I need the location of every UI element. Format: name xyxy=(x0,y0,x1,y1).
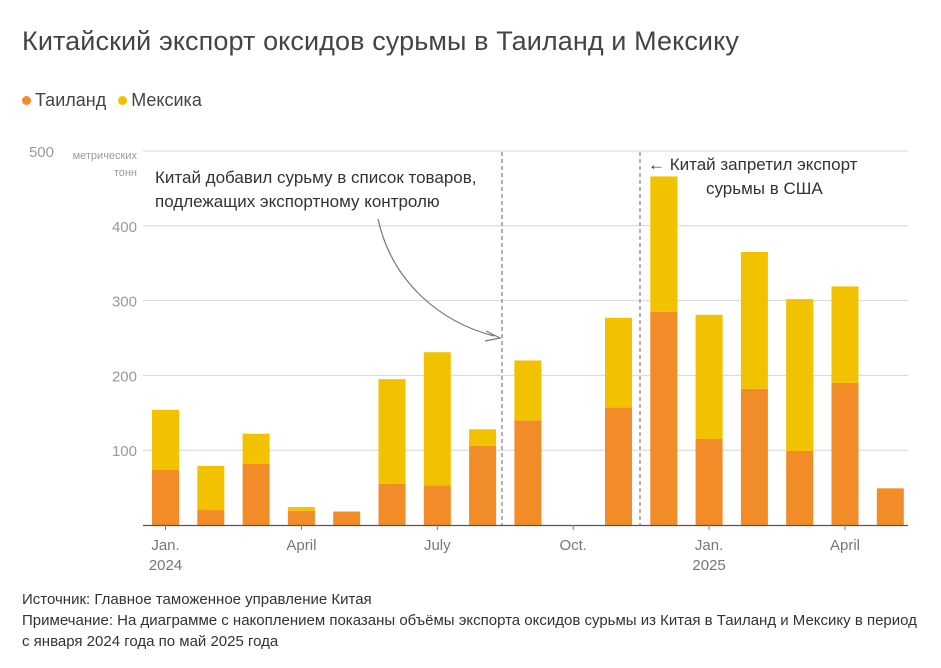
annotation-export-control: Китай добавил сурьму в список товаров, п… xyxy=(155,166,477,214)
annotation-us-ban: ← Китай запретил экспорт сурьмы в США xyxy=(648,153,857,201)
y-tick-label-400: 400 xyxy=(112,219,137,236)
chart-title: Китайский экспорт оксидов сурьмы в Таила… xyxy=(22,26,739,56)
y-tick-label-200: 200 xyxy=(112,368,137,385)
legend: Таиланд Мексика xyxy=(22,90,202,111)
legend-item-mexico: Мексика xyxy=(118,90,202,111)
bar-thailand-2024-01 xyxy=(152,469,179,525)
bar-mexico-2025-02 xyxy=(740,251,768,389)
bar-mexico-2024-11 xyxy=(605,317,632,408)
bar-thailand-2024-11 xyxy=(605,407,632,525)
source-note: Источник: Главное таможенное управление … xyxy=(22,591,372,608)
legend-label-thailand: Таиланд xyxy=(35,90,107,110)
bar-mexico-2024-06 xyxy=(378,379,406,484)
x-tick-label-9-line-1: Oct. xyxy=(559,537,587,554)
y-unit-label-line-2: тонн xyxy=(114,167,137,179)
bar-thailand-2024-03 xyxy=(242,463,270,525)
bar-thailand-2024-05 xyxy=(333,511,361,525)
bar-thailand-2024-02 xyxy=(197,510,225,525)
bar-mexico-2025-04 xyxy=(831,286,859,383)
annotation-export-control-line-1: Китай добавил сурьму в список товаров, xyxy=(155,168,477,187)
legend-label-mexico: Мексика xyxy=(131,90,202,110)
x-tick-label-12-line-2: 2025 xyxy=(692,557,725,574)
bar-mexico-2024-08 xyxy=(469,429,497,446)
bar-thailand-2024-07 xyxy=(423,485,451,525)
annotation-export-control-line-2: подлежащих экспортному контролю xyxy=(155,192,440,211)
bar-thailand-2024-04 xyxy=(287,510,315,525)
bar-thailand-2025-02 xyxy=(740,388,768,525)
bar-thailand-2024-06 xyxy=(378,483,406,525)
annotation-us-ban-line-1: ← Китай запретил экспорт xyxy=(648,155,858,174)
bar-thailand-2025-01 xyxy=(695,438,723,525)
bar-mexico-2025-03 xyxy=(786,299,814,451)
footer: Источник: Главное таможенное управление … xyxy=(22,589,922,652)
x-tick-label-3-line-1: April xyxy=(286,537,316,554)
bar-mexico-2024-02 xyxy=(197,465,225,511)
annotation-arrow-curve xyxy=(377,218,495,337)
y-tick-label-300: 300 xyxy=(112,294,137,311)
bar-mexico-2025-01 xyxy=(695,314,723,439)
bar-thailand-2025-04 xyxy=(831,382,859,525)
x-tick-label-15-line-1: April xyxy=(830,537,860,554)
annotation-arrow-head xyxy=(484,330,502,342)
x-tick-label-12-line-1: Jan. xyxy=(695,537,723,554)
bar-mexico-2024-03 xyxy=(242,433,270,464)
x-tick-label-0-line-1: Jan. xyxy=(151,537,179,554)
annotation-us-ban-line-2: сурьмы в США xyxy=(706,179,823,198)
bar-mexico-2024-09 xyxy=(514,360,542,421)
bar-thailand-2024-09 xyxy=(514,420,542,525)
bar-thailand-2024-12 xyxy=(650,311,678,525)
legend-swatch-thailand xyxy=(22,96,31,105)
bar-mexico-2024-12 xyxy=(650,176,678,312)
footnote: Примечание: На диаграмме с накоплением п… xyxy=(22,612,917,650)
bar-mexico-2024-04 xyxy=(287,507,315,511)
y-tick-label-500: 500 xyxy=(29,144,54,161)
bar-thailand-2024-08 xyxy=(469,445,497,525)
x-tick-label-6-line-1: July xyxy=(424,537,451,554)
y-unit-label-line-1: метрических xyxy=(73,150,138,162)
legend-item-thailand: Таиланд xyxy=(22,90,106,111)
x-tick-label-0-line-2: 2024 xyxy=(149,557,182,574)
bar-mexico-2024-01 xyxy=(152,409,179,470)
legend-swatch-mexico xyxy=(118,96,128,105)
bar-thailand-2025-03 xyxy=(786,450,814,525)
bar-thailand-2025-05 xyxy=(876,488,904,525)
bar-mexico-2024-07 xyxy=(423,352,451,486)
y-tick-label-100: 100 xyxy=(112,443,137,460)
